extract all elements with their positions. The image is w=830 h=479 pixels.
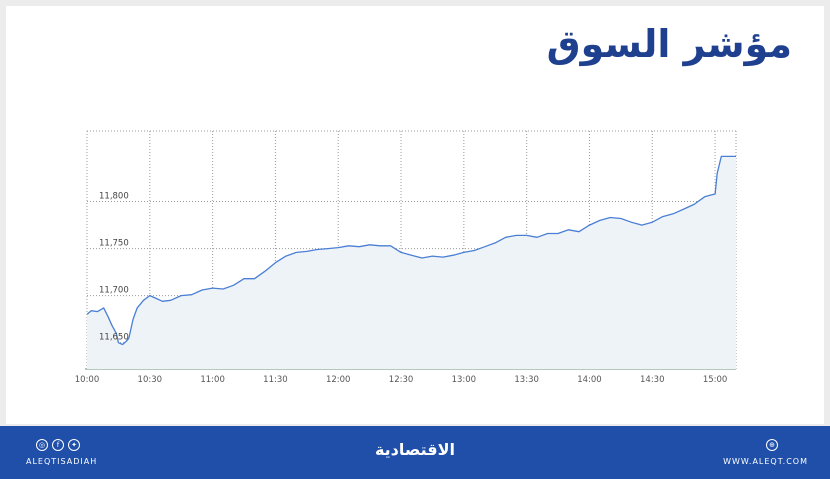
y-tick-label: 11,800 [99, 192, 129, 202]
x-tick-label: 12:00 [326, 375, 351, 385]
line-layer [86, 155, 736, 346]
x-tick-label: 14:00 [577, 375, 602, 385]
globe-icon: ⊕ [766, 439, 778, 451]
x-tick-label: 12:30 [389, 375, 414, 385]
series-area [87, 156, 736, 369]
y-tick-label: 11,650 [99, 333, 129, 343]
series-line [86, 155, 736, 346]
twitter-icon[interactable]: ✦ [68, 439, 80, 451]
x-tick-labels: 10:00 10:30 11:00 11:30 12:00 12:30 13:00 13:30… [75, 375, 728, 385]
social-handle: ALEQTISADIAH [26, 457, 98, 466]
x-tick-label: 15:00 [703, 375, 728, 385]
y-tick-labels: 11,650 11,700 11,750 11,800 [99, 192, 129, 343]
x-tick-label: 14:30 [640, 375, 665, 385]
footer-bar: ◎ f ✦ ALEQTISADIAH الاقتصادية ⊕ WWW.ALEQ… [0, 426, 830, 479]
area-layer [87, 156, 736, 369]
brand-logo-text: الاقتصادية [374, 440, 456, 459]
facebook-icon[interactable]: f [52, 439, 64, 451]
website-url: WWW.ALEQT.COM [723, 457, 808, 466]
x-tick-label: 11:30 [263, 375, 288, 385]
y-tick-label: 11,750 [99, 239, 129, 249]
y-tick-label: 11,700 [99, 286, 129, 296]
x-tick-label: 13:00 [452, 375, 477, 385]
x-tick-label: 13:30 [514, 375, 539, 385]
social-icons: ◎ f ✦ [36, 439, 80, 451]
x-tick-label: 10:00 [75, 375, 100, 385]
x-tick-label: 11:00 [200, 375, 225, 385]
instagram-icon[interactable]: ◎ [36, 439, 48, 451]
page-title: مؤشر السوق [546, 22, 792, 66]
x-tick-label: 10:30 [138, 375, 163, 385]
